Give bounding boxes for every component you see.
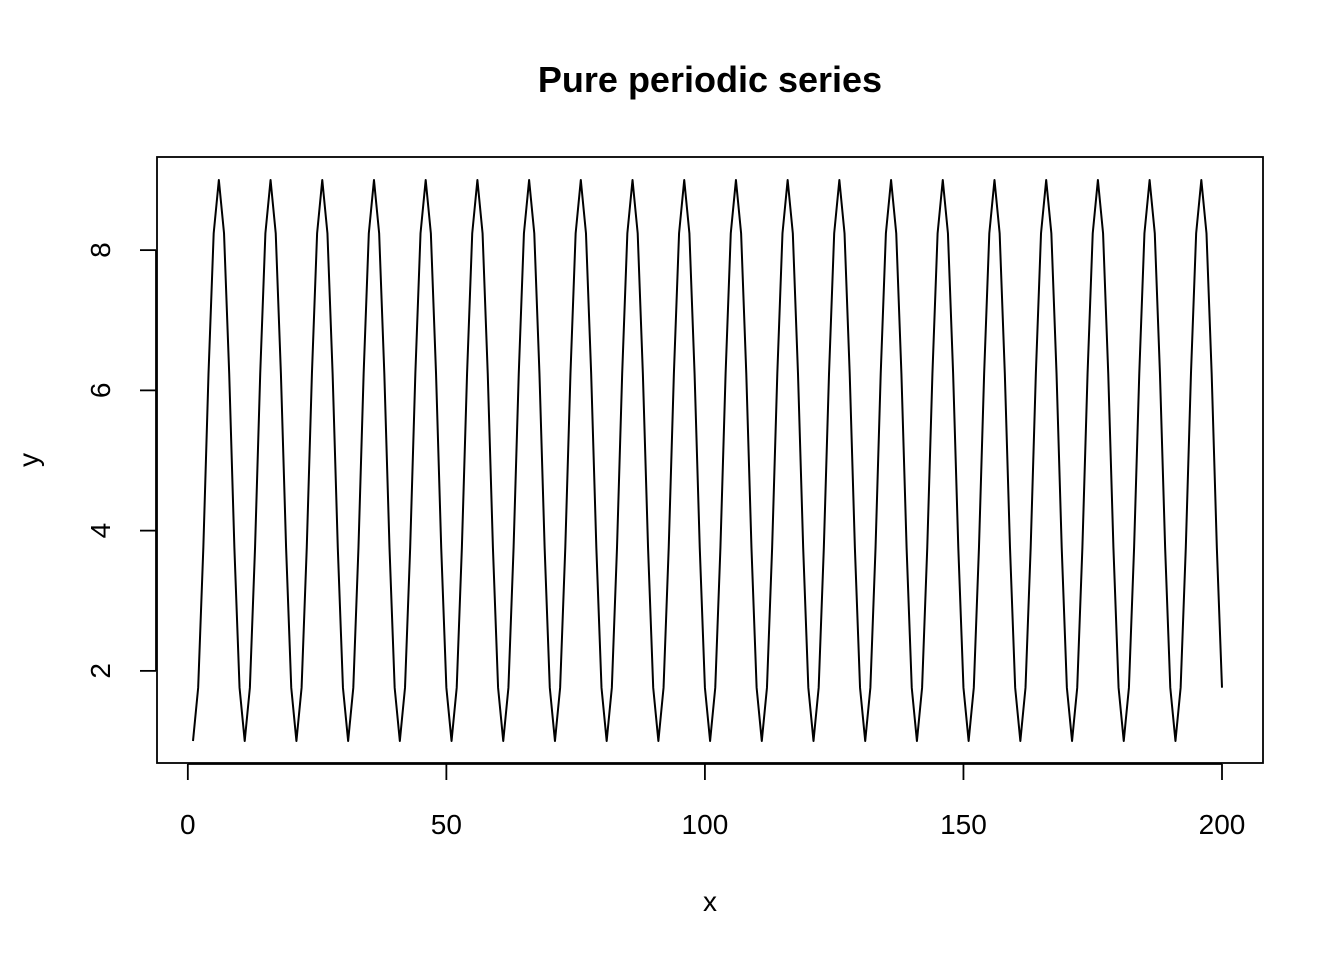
x-axis: 0 50 100 150 200 (180, 763, 1246, 840)
x-tick-label: 0 (180, 809, 196, 840)
series-layer (192, 179, 1223, 742)
x-axis-label: x (703, 886, 717, 917)
y-tick-label: 4 (85, 523, 116, 539)
plot-frame (156, 156, 1264, 764)
y-tick-label: 6 (85, 383, 116, 399)
y-tick-label: 2 (85, 663, 116, 679)
x-tick-label: 150 (940, 809, 987, 840)
y-axis-label: y (13, 453, 44, 467)
x-tick-label: 50 (431, 809, 462, 840)
y-tick-label: 8 (85, 242, 116, 258)
chart-title: Pure periodic series (538, 59, 882, 100)
x-tick-label: 100 (682, 809, 729, 840)
y-axis: 2 4 6 8 (85, 242, 157, 679)
x-tick-label: 200 (1199, 809, 1246, 840)
series-line-1 (192, 179, 1223, 742)
